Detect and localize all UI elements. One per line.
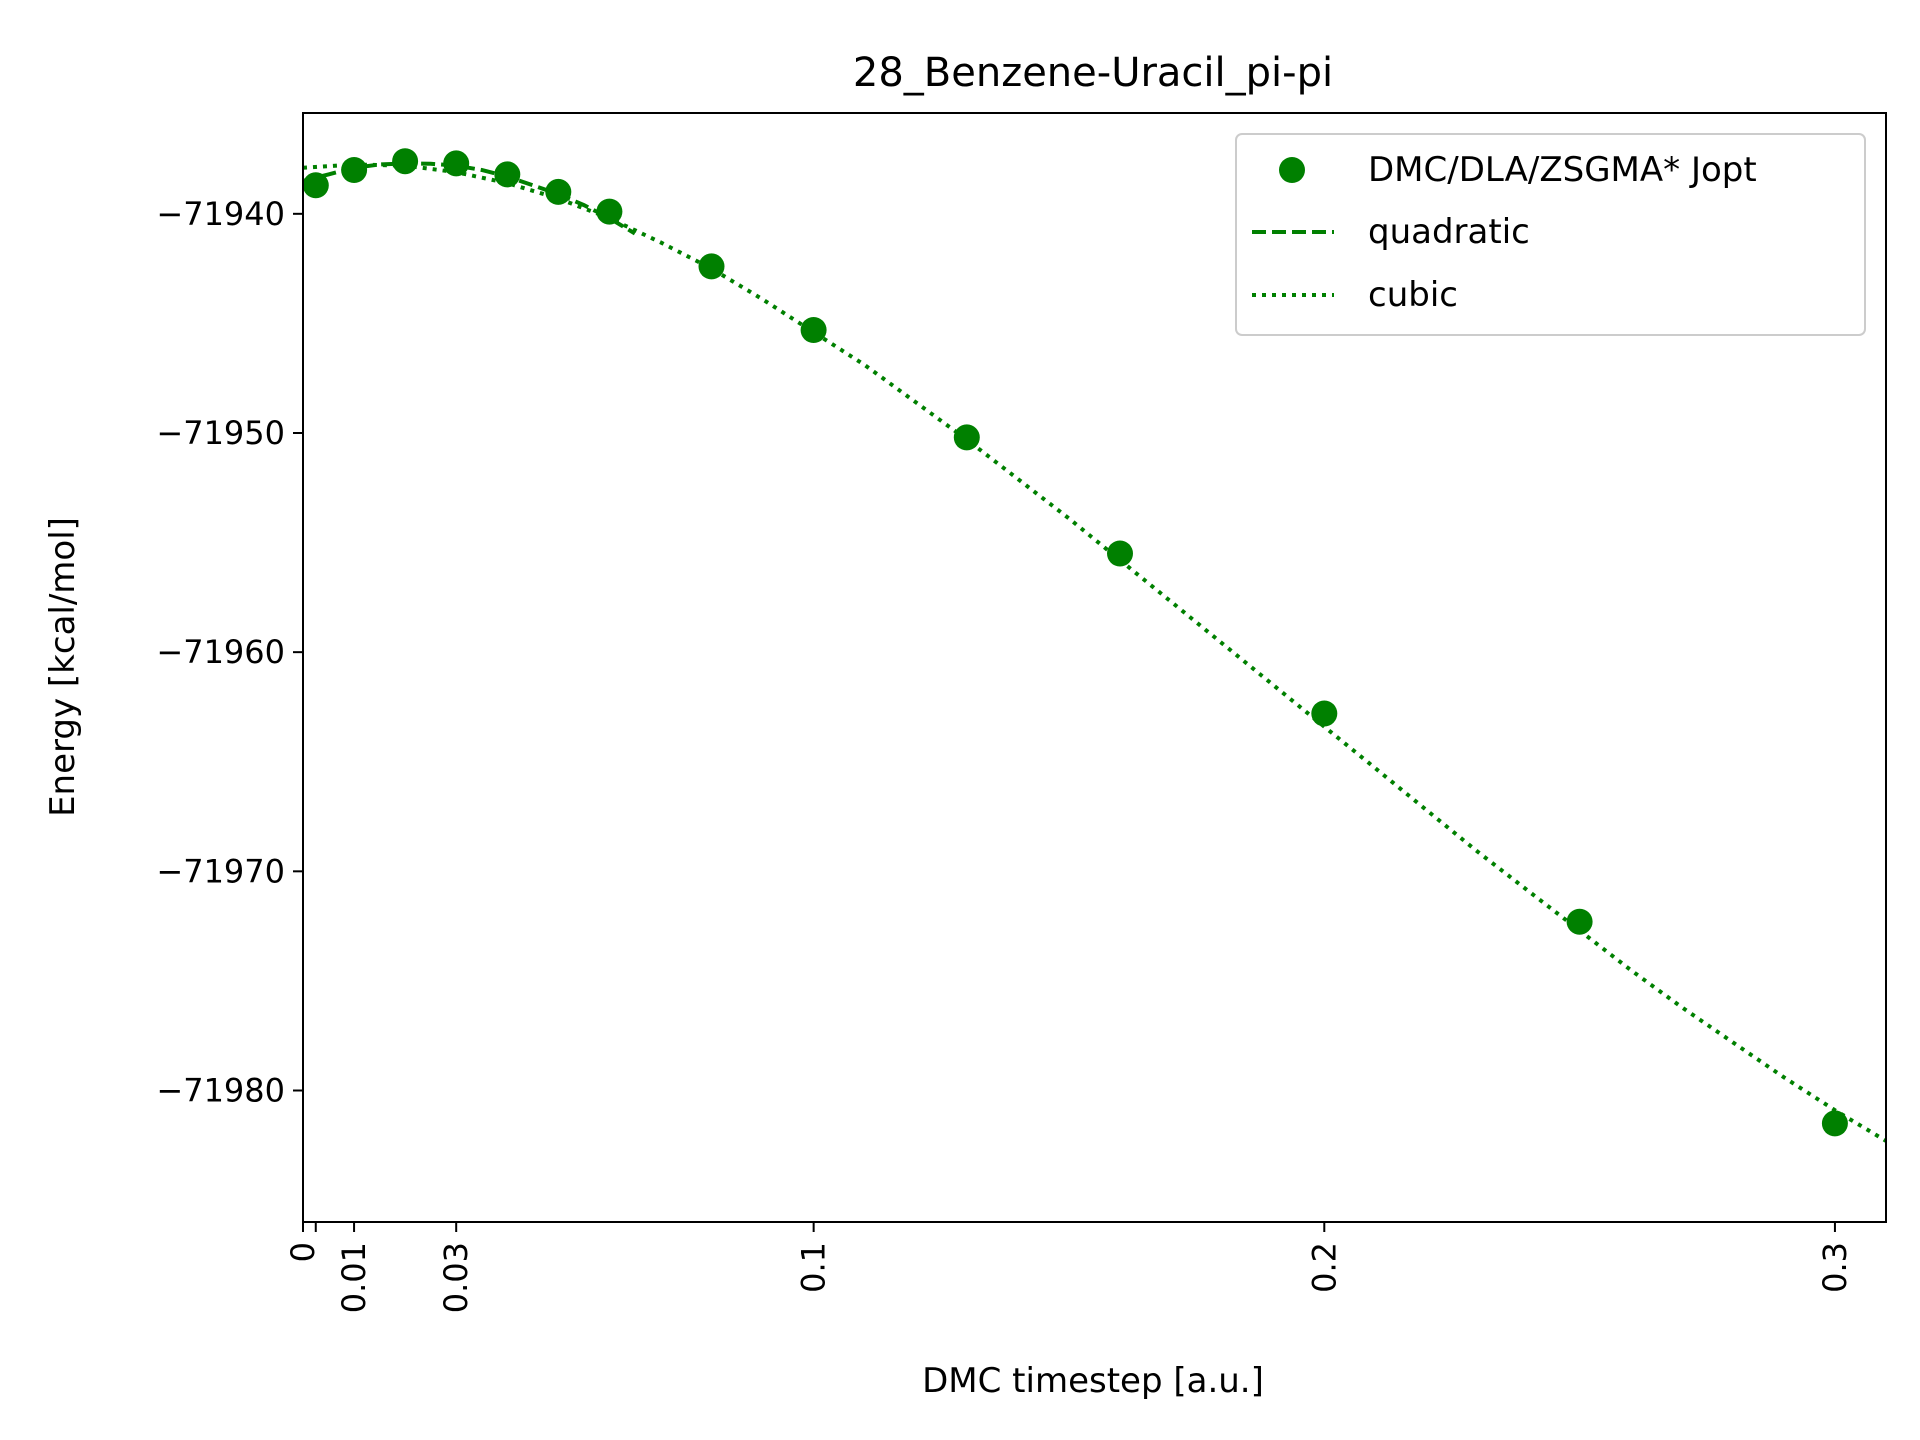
y-tick-label: −71940 — [156, 195, 285, 233]
x-tick-label: 0.01 — [335, 1242, 373, 1313]
x-tick-label: 0.2 — [1305, 1242, 1343, 1293]
x-axis-label: DMC timestep [a.u.] — [922, 1361, 1264, 1401]
x-tick-label: 0 — [284, 1242, 322, 1262]
plot-frame — [302, 112, 1887, 1223]
data-point — [341, 157, 368, 183]
legend-frame — [1235, 133, 1866, 336]
legend-marker-dmc — [1279, 157, 1305, 183]
y-axis: −71940 −71950 −71960 −71970 −71980 — [156, 195, 303, 1110]
y-tick-label: −71960 — [156, 633, 285, 671]
legend-label-cubic: cubic — [1368, 275, 1458, 315]
data-point — [494, 161, 521, 188]
x-axis: 0 0.01 0.03 0.1 0.2 0.3 — [284, 1222, 1854, 1313]
data-point — [545, 178, 572, 205]
data-point — [1566, 908, 1593, 935]
y-tick-label: −71980 — [156, 1072, 285, 1110]
data-point — [596, 198, 623, 225]
series-line-quadratic — [303, 161, 636, 236]
data-point — [1107, 540, 1133, 567]
data-point — [392, 148, 419, 175]
y-tick-label: −71970 — [156, 852, 285, 890]
data-point — [1311, 700, 1338, 727]
data-point — [1821, 1110, 1848, 1137]
legend: DMC/DLA/ZSGMA* Jopt quadratic cubic — [1235, 133, 1866, 336]
x-tick-label: 0.1 — [795, 1242, 833, 1293]
data-point — [302, 172, 329, 199]
data-point — [800, 317, 827, 343]
y-axis-label: Energy [kcal/mol] — [43, 517, 83, 817]
x-tick-label: 0.03 — [437, 1242, 475, 1313]
data-point — [698, 253, 725, 280]
data-point — [953, 424, 980, 451]
series-layer — [302, 148, 1886, 1143]
data-point — [443, 150, 470, 177]
chart-title: 28_Benzene-Uracil_pi-pi — [853, 50, 1333, 96]
legend-label-quadratic: quadratic — [1368, 212, 1530, 252]
legend-label-dmc: DMC/DLA/ZSGMA* Jopt — [1368, 150, 1757, 190]
x-tick-label: 0.3 — [1816, 1242, 1854, 1293]
y-tick-label: −71950 — [156, 414, 285, 452]
